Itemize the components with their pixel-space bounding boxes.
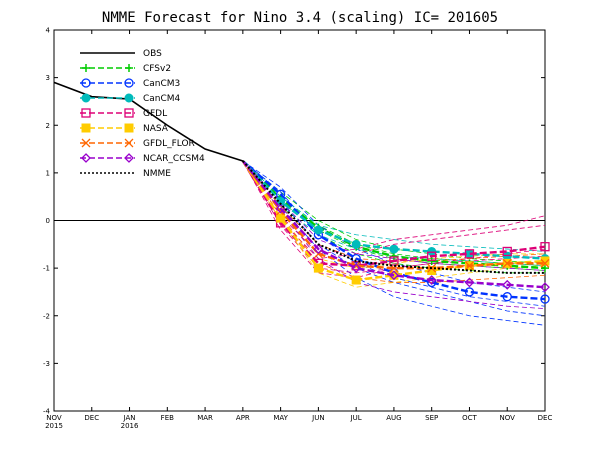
y-tick-label: 2 bbox=[46, 122, 50, 130]
x-tick-year-label: 2015 bbox=[45, 422, 63, 430]
x-tick-label: NOV bbox=[500, 414, 516, 422]
x-tick-label: JAN bbox=[123, 414, 136, 422]
marker-square-filled bbox=[351, 275, 361, 285]
marker-diamond-open bbox=[81, 153, 91, 163]
marker-diamond-open bbox=[426, 275, 437, 285]
x-tick-label: MAR bbox=[197, 414, 213, 422]
marker-circle-filled bbox=[427, 246, 437, 256]
marker-square-filled bbox=[276, 213, 286, 223]
marker-plus bbox=[82, 64, 90, 72]
marker-diamond-open bbox=[540, 282, 550, 293]
y-tick-label: -4 bbox=[43, 408, 51, 416]
ensemble-member-line bbox=[242, 160, 546, 262]
marker-circle-open bbox=[540, 294, 550, 304]
y-tick-label: -3 bbox=[43, 360, 50, 368]
ensemble-members bbox=[242, 160, 546, 326]
ensemble-mean-line bbox=[241, 160, 546, 289]
marker-circle-open bbox=[502, 292, 512, 302]
chart-title: NMME Forecast for Nino 3.4 (scaling) IC=… bbox=[102, 10, 498, 26]
y-tick-label: 4 bbox=[46, 27, 51, 35]
marker-circle-open bbox=[124, 78, 134, 88]
marker-diamond-open bbox=[351, 263, 362, 274]
ensemble-member-line bbox=[242, 160, 546, 326]
ensemble-member-line bbox=[242, 160, 546, 252]
marker-circle-filled bbox=[81, 93, 91, 103]
marker-square-filled bbox=[427, 266, 437, 276]
marker-circle-open bbox=[427, 277, 437, 288]
marker-square-filled bbox=[124, 123, 134, 133]
y-tick-label: 3 bbox=[46, 74, 50, 82]
x-tick-year-label: 2016 bbox=[121, 422, 139, 430]
ensemble-mean-line bbox=[241, 160, 545, 270]
marker-diamond-open bbox=[313, 244, 324, 254]
y-tick-label: -2 bbox=[43, 312, 50, 320]
marker-cross bbox=[124, 138, 134, 148]
marker-square-filled bbox=[81, 123, 91, 133]
legend: OBS CFSv2 CanCM3 CanCM4 GFDL NASA GFDL_FLOR NCA… bbox=[80, 49, 205, 179]
marker-diamond-open bbox=[124, 153, 134, 163]
marker-square-open bbox=[124, 108, 134, 118]
marker-circle-filled bbox=[389, 244, 399, 254]
marker-cross bbox=[540, 258, 550, 268]
legend-label: CFSv2 bbox=[143, 64, 171, 74]
marker-cross bbox=[502, 258, 512, 268]
ensemble-member-line bbox=[242, 160, 546, 260]
marker-diamond-open bbox=[389, 270, 399, 281]
x-tick-label: DEC bbox=[538, 414, 553, 422]
marker-plus bbox=[427, 256, 436, 265]
marker-cross bbox=[276, 206, 286, 216]
ensemble-member-line bbox=[242, 160, 546, 310]
marker-cross bbox=[465, 261, 474, 271]
x-tick-label: NOV bbox=[46, 414, 62, 422]
marker-circle-filled bbox=[313, 225, 323, 235]
marker-square-open bbox=[427, 251, 437, 261]
marker-diamond-open bbox=[502, 279, 513, 290]
ensemble-member-line bbox=[242, 160, 546, 283]
legend-label: NASA bbox=[143, 124, 169, 134]
marker-square-open bbox=[464, 249, 475, 259]
x-tick-label: MAY bbox=[273, 414, 288, 422]
x-tick-label: DEC bbox=[84, 414, 99, 422]
y-tick-label: 0 bbox=[46, 217, 50, 225]
marker-circle-filled bbox=[124, 93, 134, 103]
marker-diamond-open bbox=[464, 277, 475, 288]
ensemble-mean-line bbox=[241, 160, 546, 282]
x-tick-label: FEB bbox=[161, 414, 174, 422]
marker-square-open bbox=[540, 242, 550, 252]
ensemble-means bbox=[53, 81, 550, 304]
ensemble-member-line bbox=[242, 160, 546, 274]
legend-label: CanCM4 bbox=[143, 94, 181, 104]
x-tick-label: SEP bbox=[425, 414, 438, 422]
x-tick-label: APR bbox=[236, 414, 250, 422]
legend-label: NCAR_CCSM4 bbox=[143, 154, 205, 164]
legend-label: NMME bbox=[143, 169, 171, 179]
marker-plus bbox=[125, 64, 133, 72]
legend-label: GFDL_FLOR bbox=[143, 139, 195, 149]
legend-label: OBS bbox=[143, 49, 162, 59]
y-tick-label: 1 bbox=[46, 169, 50, 177]
legend-label: CanCM3 bbox=[143, 79, 180, 89]
marker-square-filled bbox=[540, 256, 550, 266]
marker-circle-filled bbox=[351, 239, 361, 249]
marker-square-filled bbox=[313, 263, 323, 273]
x-tick-label: AUG bbox=[386, 414, 401, 422]
x-tick-label: JUN bbox=[311, 414, 324, 422]
marker-circle-open bbox=[464, 287, 475, 297]
legend-label: GFDL bbox=[143, 109, 167, 119]
x-tick-label: JUL bbox=[350, 414, 362, 422]
marker-square-open bbox=[81, 108, 91, 118]
marker-cross bbox=[81, 138, 91, 148]
y-tick-label: -1 bbox=[43, 265, 50, 273]
marker-square-open bbox=[389, 256, 399, 266]
x-tick-label: OCT bbox=[462, 414, 477, 422]
marker-square-open bbox=[502, 246, 512, 257]
ensemble-member-line bbox=[242, 160, 546, 255]
marker-circle-open bbox=[81, 78, 91, 88]
nmme-mean-line bbox=[242, 160, 545, 274]
